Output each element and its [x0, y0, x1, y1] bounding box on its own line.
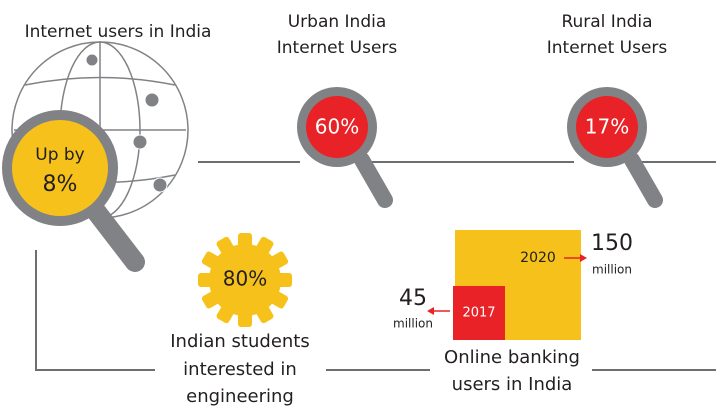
- magnifier-urban: 60%: [297, 87, 393, 208]
- gear-part: [238, 309, 252, 327]
- growth-value: 8%: [43, 172, 78, 197]
- rural-value: 17%: [585, 115, 629, 139]
- growth-prefix: Up by: [35, 145, 85, 165]
- value-new: 150: [591, 231, 633, 256]
- gear-part: [254, 302, 274, 324]
- arrow: [580, 254, 587, 262]
- students-label: interested in: [183, 359, 297, 380]
- arrow: [427, 307, 434, 315]
- gear-part: [216, 302, 236, 324]
- students-value: 80%: [223, 267, 267, 291]
- title: Internet users in India: [25, 22, 212, 42]
- students-label: Indian students: [170, 331, 310, 352]
- gear-part: [201, 251, 223, 271]
- magnifier-growth: Up by 8%: [2, 110, 145, 272]
- magnifier-rural: 17%: [567, 87, 663, 208]
- rural-label: Rural India: [561, 12, 652, 32]
- gear-part: [209, 244, 281, 316]
- gear-part: [198, 273, 216, 287]
- urban-label: Internet Users: [277, 38, 398, 58]
- rural-label: Internet Users: [547, 38, 668, 58]
- gear-part: [254, 236, 274, 258]
- unit-old: million: [393, 317, 433, 331]
- value-old: 45: [399, 286, 427, 311]
- gear-part: [274, 273, 292, 287]
- year-new: 2020: [520, 250, 556, 266]
- gear-part: [216, 236, 236, 258]
- urban-label: Urban India: [288, 12, 387, 32]
- gear-part: [267, 289, 289, 309]
- connectors: [35, 161, 716, 371]
- students-label: engineering: [186, 386, 294, 407]
- banking-label: Online banking: [444, 347, 580, 368]
- gear-part: [238, 233, 252, 251]
- gear: [198, 233, 292, 327]
- unit-new: million: [592, 263, 632, 277]
- urban-value: 60%: [315, 115, 359, 139]
- year-old: 2017: [462, 306, 495, 321]
- gear-part: [267, 251, 289, 271]
- gear-part: [201, 289, 223, 309]
- banking-label: users in India: [452, 374, 573, 395]
- square-2017: [453, 286, 505, 340]
